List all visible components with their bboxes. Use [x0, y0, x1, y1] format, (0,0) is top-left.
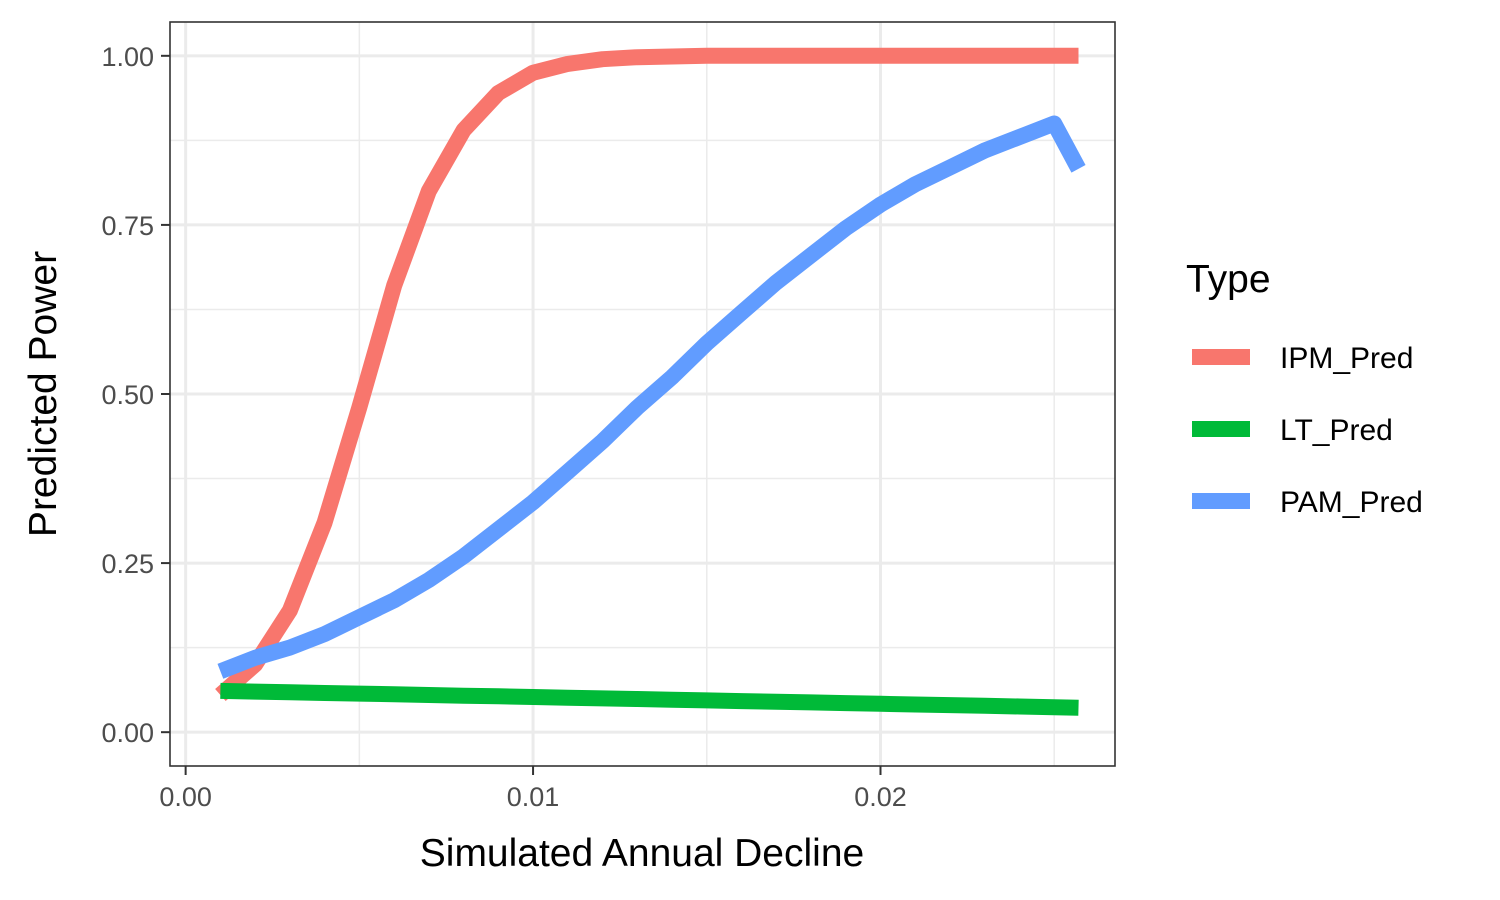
legend: Type IPM_Pred LT_Pred PAM_Pred [1186, 258, 1423, 519]
x-tick-label: 0.00 [159, 782, 212, 812]
y-axis: 0.00 0.25 0.50 0.75 1.00 [101, 42, 170, 748]
series-line-ipm-pred [215, 47, 1079, 702]
y-tick-label: 0.50 [101, 380, 154, 410]
y-tick-label: 0.00 [101, 718, 154, 748]
y-tick-label: 0.25 [101, 549, 154, 579]
x-axis: 0.00 0.01 0.02 [159, 766, 907, 812]
series-lines [215, 47, 1086, 716]
x-tick-label: 0.01 [507, 782, 560, 812]
series-line-lt-pred [220, 682, 1079, 716]
legend-label: PAM_Pred [1280, 486, 1423, 519]
x-axis-title: Simulated Annual Decline [420, 832, 864, 875]
legend-items: IPM_Pred LT_Pred PAM_Pred [1192, 342, 1423, 519]
y-tick-label: 1.00 [101, 42, 154, 72]
y-axis-title: Predicted Power [22, 251, 65, 537]
legend-label: LT_Pred [1280, 414, 1393, 447]
series-line-pam-pred [217, 115, 1086, 679]
legend-title: Type [1186, 258, 1271, 301]
x-tick-label: 0.02 [854, 782, 907, 812]
y-tick-label: 0.75 [101, 211, 154, 241]
legend-label: IPM_Pred [1280, 342, 1413, 375]
